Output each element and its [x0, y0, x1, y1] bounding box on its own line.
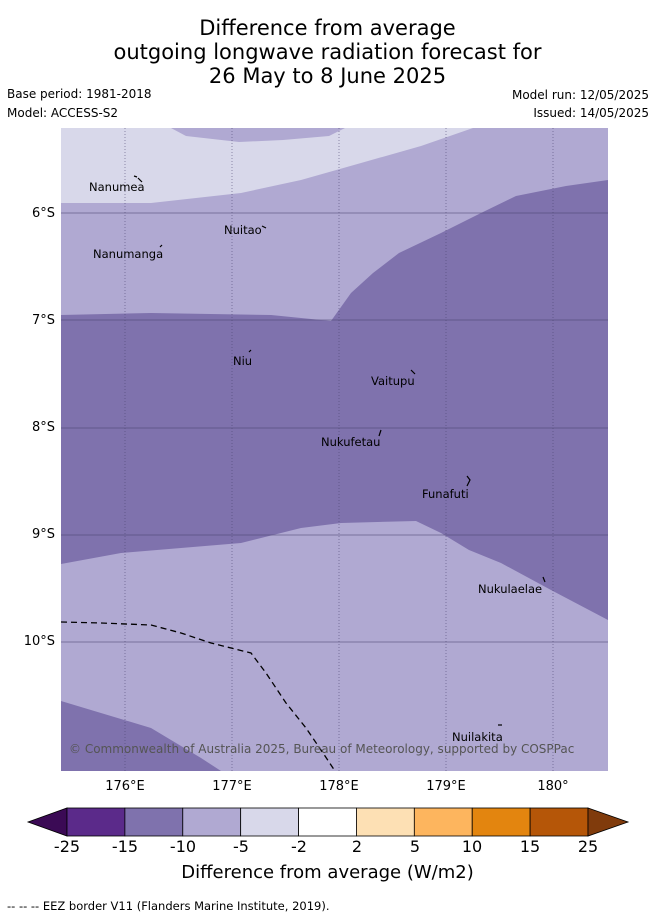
title-line-2: outgoing longwave radiation forecast for	[113, 40, 542, 64]
lon-label-176e: 176°E	[105, 779, 145, 794]
colorbar-tick: 25	[577, 837, 599, 856]
title-line-1: Difference from average	[199, 16, 456, 40]
map-area	[61, 128, 608, 771]
pale-anomaly-region	[61, 128, 473, 203]
colorbar-cell	[240, 807, 299, 837]
lon-label-179e: 179°E	[426, 779, 466, 794]
base-period: Base period: 1981-2018	[7, 87, 152, 101]
island-nanumea	[137, 177, 143, 183]
place-nuitao: Nuitao	[224, 223, 262, 237]
gridlines	[61, 212, 608, 643]
lat-label-8s: 8°S	[31, 420, 55, 435]
colorbar-tick: -25	[53, 837, 81, 856]
lat-label-7s: 7°S	[31, 313, 55, 328]
colorbar-extend-high	[587, 807, 630, 837]
title-line-3: 26 May to 8 June 2025	[208, 64, 447, 88]
issued-date: Issued: 14/05/2025	[533, 106, 649, 120]
dark-anomaly-region-south	[61, 701, 221, 771]
place-nanumanga: Nanumanga	[93, 247, 164, 261]
place-nukulaelae: Nukulaelae	[478, 582, 543, 596]
colorbar-cell	[471, 807, 531, 837]
island-vaitupu	[410, 369, 416, 375]
islands	[133, 175, 546, 726]
island-niu	[248, 349, 252, 353]
place-nuilakita: Nuilakita	[452, 730, 503, 744]
colorbar-title: Difference from average (W/m2)	[181, 862, 474, 883]
island-funafuti	[466, 475, 471, 487]
colorbar-tick: -10	[169, 837, 197, 856]
place-vaitupu: Vaitupu	[371, 374, 415, 388]
island-nukufetau	[378, 429, 382, 437]
lon-label-180: 180°	[537, 779, 569, 794]
model-run: Model run: 12/05/2025	[511, 88, 649, 102]
colorbar-tick: -2	[291, 837, 307, 856]
colorbar	[26, 807, 630, 837]
colorbar-cell	[529, 807, 589, 837]
lat-label-6s: 6°S	[31, 206, 55, 221]
map-canvas	[61, 128, 608, 771]
colorbar-extend-low	[26, 807, 68, 837]
colorbar-cell	[124, 807, 184, 837]
meridian-lines	[124, 128, 554, 771]
copyright-notice: © Commonwealth of Australia 2025, Bureau…	[69, 742, 575, 756]
island-nuitao	[261, 225, 267, 229]
lat-label-10s: 10°S	[23, 634, 55, 649]
eez-border	[61, 621, 336, 771]
place-niu: Niu	[233, 354, 253, 368]
lat-label-9s: 9°S	[31, 527, 55, 542]
place-funafuti: Funafuti	[422, 487, 469, 501]
colorbar-tick: -15	[111, 837, 139, 856]
island-nukulaelae	[542, 576, 546, 583]
eez-legend: -- -- -- EEZ border V11 (Flanders Marine…	[7, 899, 330, 913]
map-title: Difference from average outgoing longwav…	[0, 16, 655, 88]
colorbar-tick: 15	[519, 837, 541, 856]
lon-label-178e: 178°E	[319, 779, 359, 794]
colorbar-cell	[182, 807, 242, 837]
place-nanumea: Nanumea	[89, 180, 145, 194]
place-nukufetau: Nukufetau	[321, 435, 381, 449]
colorbar-cell	[66, 807, 126, 837]
dark-anomaly-region	[61, 180, 608, 620]
colorbar-cells	[66, 807, 589, 837]
colorbar-cell	[356, 807, 415, 837]
lon-label-177e: 177°E	[212, 779, 252, 794]
colorbar-tick: 5	[409, 837, 421, 856]
colorbar-tick: -5	[233, 837, 249, 856]
colorbar-cell	[413, 807, 473, 837]
colorbar-tick: 2	[351, 837, 363, 856]
colorbar-tick: 10	[461, 837, 483, 856]
island-nanumea-mark	[133, 175, 138, 178]
colorbar-cell	[298, 807, 357, 837]
model-name: Model: ACCESS-S2	[7, 106, 119, 120]
island-nanumanga	[159, 244, 163, 248]
